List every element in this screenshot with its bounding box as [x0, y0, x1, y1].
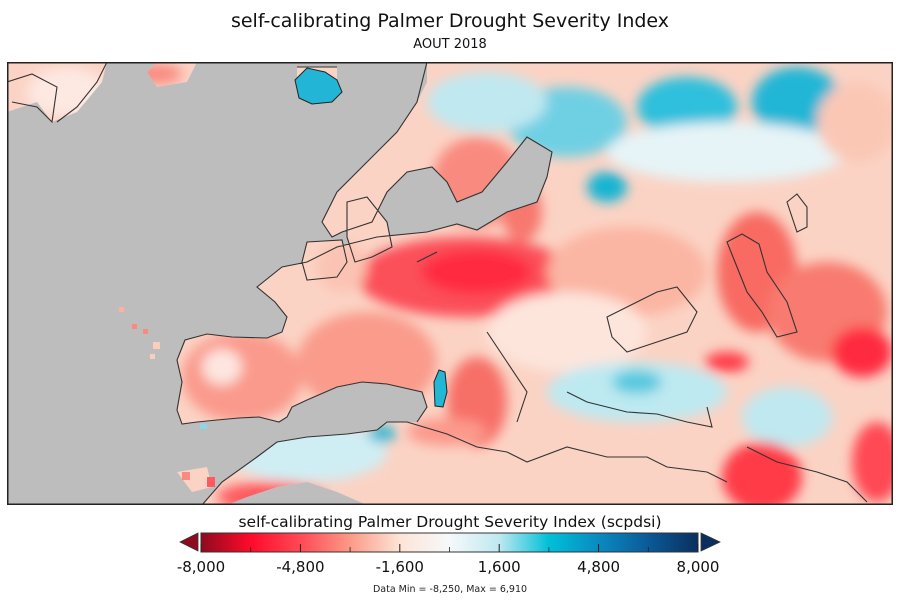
chart-title: self-calibrating Palmer Drought Severity…	[230, 10, 670, 32]
colorbar-tick-label: 1,600	[477, 558, 521, 576]
iceland-region	[294, 67, 343, 105]
colorbar-tick-label: -1,600	[375, 558, 424, 576]
atlantic-islands	[119, 307, 215, 487]
colorbar-tick-label: 8,000	[676, 558, 720, 576]
map-frame	[7, 62, 893, 505]
sardinia-region	[433, 369, 448, 408]
colorbar-extend-max	[700, 532, 721, 552]
colorbar-ticks	[200, 544, 699, 552]
chart-subtitle: AOUT 2018	[413, 37, 487, 52]
colorbar	[179, 532, 721, 553]
colorbar-tick-label: 4,800	[577, 558, 621, 576]
data-min-max: Data Min = -8,250, Max = 6,910	[372, 584, 528, 595]
colorbar-title: self-calibrating Palmer Drought Severity…	[238, 513, 662, 531]
colorbar-extend-min	[179, 532, 199, 552]
colorbar-tick-label: -8,000	[176, 558, 226, 576]
drought-map	[7, 62, 893, 505]
coastline	[7, 62, 868, 505]
colorbar-tick-label: -4,800	[276, 558, 325, 576]
